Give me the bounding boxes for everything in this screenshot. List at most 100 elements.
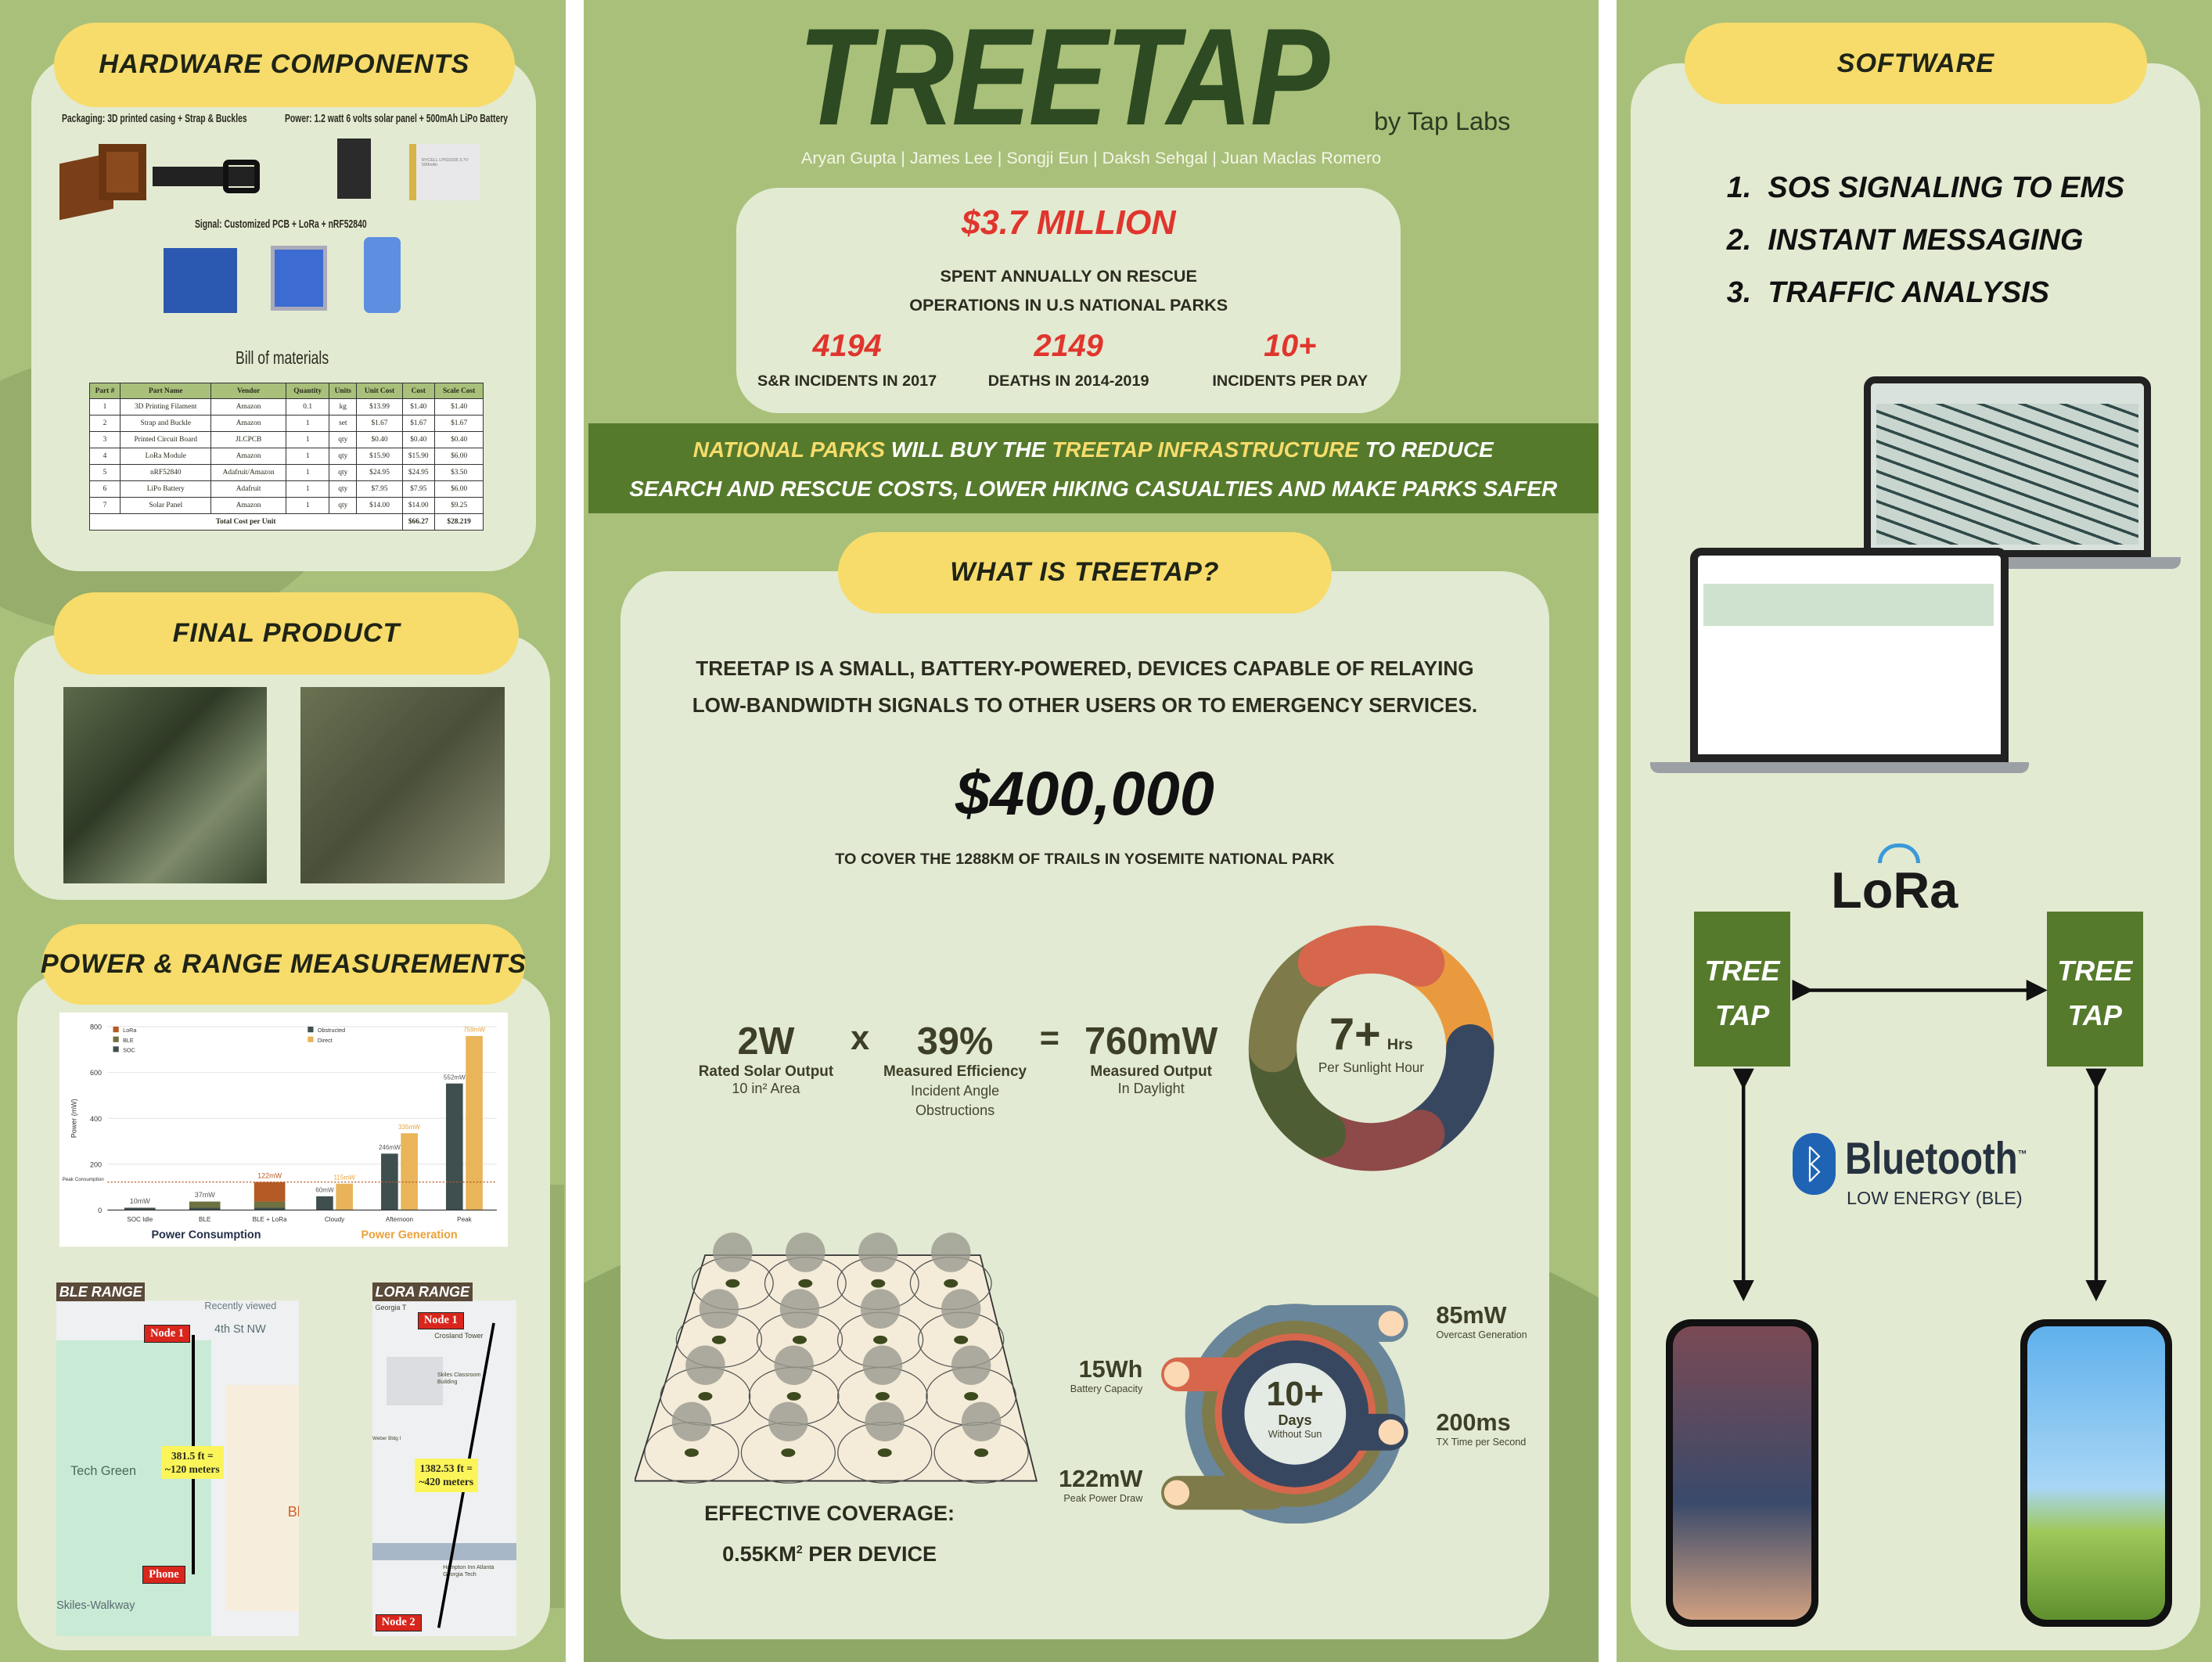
- headline-stat: $3.7 MILLION: [961, 204, 1176, 243]
- device-marker: [871, 1279, 886, 1289]
- description: TREETAP IS A SMALL, BATTERY-POWERED, DEV…: [620, 650, 1548, 724]
- table-row: 3 Printed Circuit Board JLCPCB 1 qty $0.40 $0.…: [88, 431, 484, 449]
- node-label: TAP: [1714, 999, 1770, 1032]
- bar-direct: [401, 1133, 418, 1211]
- legend-label: SOC: [123, 1047, 135, 1054]
- bom-cell: qty: [329, 496, 358, 514]
- bom-cell: $0.40: [433, 431, 484, 449]
- building-area: [225, 1385, 300, 1611]
- bom-header-cell: Units: [329, 382, 358, 400]
- label: Rated Solar Output: [698, 1063, 834, 1081]
- bom-cell: $9.25: [433, 496, 484, 514]
- value: 15Wh: [1078, 1355, 1143, 1383]
- x-tick-label: SOC Idle: [127, 1216, 153, 1223]
- bom-header-cell: Vendor: [210, 382, 287, 400]
- bom-cell: kg: [329, 398, 358, 416]
- tree-tap-node-left: TREE TAP: [1694, 911, 1790, 1067]
- bar-obstructed: [445, 1084, 463, 1211]
- stat-peak-draw: 122mW Peak Power Draw: [1044, 1466, 1142, 1504]
- description-line: TREETAP IS A SMALL, BATTERY-POWERED, DEV…: [696, 657, 1474, 681]
- road: [372, 1543, 516, 1560]
- lora-distance-label: 1382.53 ft = ~420 meters: [415, 1459, 478, 1492]
- legend-swatch: [113, 1037, 119, 1043]
- device-marker: [944, 1279, 959, 1289]
- table-row: 1 3D Printing Filament Amazon 0.1 kg $13.99 $1…: [88, 398, 484, 416]
- lora-range-map: Georgia T Crosland Tower Skiles Classroo…: [372, 1300, 516, 1637]
- stat-value: 10+: [1264, 329, 1317, 364]
- label: Measured Output: [1090, 1063, 1212, 1081]
- bom-cell: $24.95: [356, 464, 403, 481]
- label: Without Sun: [1268, 1428, 1322, 1440]
- pcb-image: [164, 248, 237, 314]
- bom-cell: JLCPCB: [210, 431, 287, 449]
- tech-green-area: [56, 1340, 212, 1637]
- coverage-sup: 2: [796, 1543, 803, 1556]
- data-label: 10mW: [129, 1198, 150, 1206]
- tree-icon: [768, 1402, 808, 1442]
- bluetooth-subtitle: LOW ENERGY (BLE): [1846, 1188, 2023, 1209]
- ring-center: [1297, 974, 1445, 1122]
- stat-label: DEATHS IN 2014-2019: [987, 372, 1149, 390]
- total-cost: $66.27: [401, 513, 435, 531]
- data-label: 335mW: [398, 1124, 420, 1131]
- value: 760mW: [1084, 1020, 1218, 1063]
- final-product-title: FINAL PRODUCT: [53, 592, 520, 675]
- tree-icon: [699, 1289, 739, 1329]
- sunlight-stat: 7+ Hrs Per Sunlight Hour: [1247, 1009, 1495, 1076]
- bom-cell: qty: [329, 480, 358, 498]
- bom-cell: 1: [286, 448, 330, 466]
- table-row: 6 LiPo Battery Adafruit 1 qty $7.95 $7.95 $6.00: [88, 480, 484, 498]
- total-label: Total Cost per Unit: [88, 513, 403, 531]
- bom-cell: 1: [286, 496, 330, 514]
- bom-cell: $7.95: [356, 480, 403, 498]
- bom-cell: qty: [329, 464, 358, 481]
- sub: In Daylight: [1117, 1081, 1185, 1097]
- bom-cell: $15.90: [401, 448, 435, 466]
- recent-label: Recently viewed: [204, 1300, 277, 1312]
- stat-item: 2149 DEATHS IN 2014-2019: [958, 329, 1179, 390]
- device-marker: [793, 1336, 807, 1345]
- cost-description: TO COVER THE 1288KM OF TRAILS IN YOSEMIT…: [835, 851, 1335, 869]
- bom-header-cell: Scale Cost: [433, 382, 484, 400]
- bar-soc: [254, 1207, 286, 1211]
- bom-header-row: Part # Part Name Vendor Quantity Units Unit C…: [88, 382, 484, 400]
- center-column: TREETAP by Tap Labs Aryan Gupta | James …: [584, 0, 1599, 1662]
- bom-cell: qty: [329, 431, 358, 449]
- tree-icon: [931, 1232, 971, 1273]
- label: Per Sunlight Hour: [1318, 1060, 1424, 1076]
- reference-label: Peak Consumption: [62, 1177, 104, 1182]
- node-2-tag: Node 2: [375, 1613, 422, 1632]
- bom-cell: qty: [329, 448, 358, 466]
- lora-logo: LoRa: [1831, 861, 1958, 919]
- building-block: [386, 1357, 444, 1405]
- y-axis-label: Power (mW): [70, 1099, 77, 1139]
- tree-icon: [786, 1232, 825, 1273]
- headline-description: SPENT ANNUALLY ON RESCUE OPERATIONS IN U.…: [736, 261, 1401, 321]
- bom-total-row: Total Cost per Unit $66.27 $28.219: [88, 513, 484, 531]
- bom-cell: Printed Circuit Board: [120, 431, 212, 449]
- bom-header-cell: Cost: [401, 382, 435, 400]
- bom-cell: Amazon: [210, 496, 287, 514]
- distance-ft: 1382.53 ft =: [419, 1462, 473, 1474]
- dashboard-map: [1703, 583, 1994, 626]
- sub: Obstructions: [915, 1102, 995, 1118]
- map-label: Georgia T: [375, 1303, 407, 1311]
- software-card: 1. SOS SIGNALING TO EMS 2. INSTANT MESSAG…: [1631, 63, 2201, 1651]
- right-column: 1. SOS SIGNALING TO EMS 2. INSTANT MESSAG…: [1617, 0, 2212, 1662]
- device-marker: [725, 1279, 740, 1289]
- tree-icon: [858, 1232, 898, 1273]
- hardware-card: Packaging: 3D printed casing + Strap & B…: [31, 56, 537, 572]
- trademark: ™: [2017, 1149, 2027, 1162]
- bom-cell: 7: [88, 496, 121, 514]
- bom-cell: 3: [88, 431, 121, 449]
- ble-range-title: BLE RANGE: [56, 1282, 146, 1302]
- data-label: 37mW: [194, 1192, 215, 1200]
- bar-soc: [189, 1207, 221, 1211]
- lora-range-title: LORA RANGE: [372, 1282, 473, 1302]
- device-marker: [877, 1448, 893, 1458]
- headline-line: OPERATIONS IN U.S NATIONAL PARKS: [909, 295, 1228, 315]
- bom-cell: 1: [286, 431, 330, 449]
- bar-direct: [336, 1184, 353, 1211]
- bom-cell: LoRa Module: [120, 448, 212, 466]
- laptop-base: [1650, 761, 2029, 773]
